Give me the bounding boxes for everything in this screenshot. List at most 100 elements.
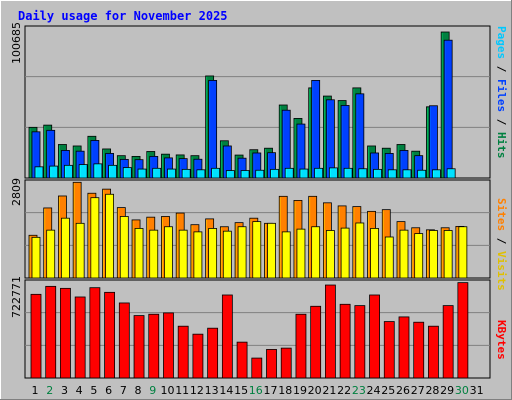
- x-tick-label-6: 6: [105, 384, 112, 397]
- bar-sites-day-29: [443, 230, 453, 279]
- bar-pages-day-6: [108, 164, 117, 179]
- bar-kbytes-day-2: [45, 285, 57, 379]
- x-tick-label-29: 29: [440, 384, 454, 397]
- hits-panel: [24, 25, 491, 179]
- bar-kbytes-day-25: [383, 321, 395, 379]
- bar-pages-day-4: [78, 164, 88, 179]
- bar-sites-day-13: [208, 228, 218, 279]
- bar-pages-day-20: [314, 167, 324, 179]
- bar-sites-day-2: [46, 229, 56, 279]
- bar-pages-day-24: [373, 168, 382, 179]
- legend-pages: Pages: [495, 26, 508, 59]
- bar-kbytes-day-24: [369, 294, 380, 379]
- bar-kbytes-day-11: [177, 325, 189, 379]
- bar-kbytes-day-10: [163, 312, 174, 379]
- bar-sites-day-23: [355, 222, 365, 279]
- bar-pages-day-16: [255, 169, 265, 179]
- x-tick-label-24: 24: [367, 384, 381, 397]
- x-tick-label-10: 10: [160, 384, 174, 397]
- legend-kbytes: KBytes: [495, 320, 508, 360]
- bar-sites-day-8: [134, 228, 144, 279]
- bar-pages-day-12: [196, 169, 206, 179]
- bar-kbytes-day-27: [413, 321, 425, 379]
- bar-kbytes-day-15: [236, 341, 248, 379]
- bar-pages-day-1: [34, 166, 44, 179]
- x-tick-label-31: 31: [470, 384, 484, 397]
- bar-kbytes-day-5: [89, 287, 101, 379]
- bar-sites-day-14: [222, 230, 232, 279]
- visits-ymax-label: 2809: [10, 178, 23, 206]
- x-tick-label-23: 23: [352, 384, 366, 397]
- x-tick-label-4: 4: [76, 384, 83, 397]
- chart-title: Daily usage for November 2025: [18, 9, 228, 23]
- bar-pages-day-10: [167, 168, 176, 179]
- bar-kbytes-day-20: [310, 305, 322, 379]
- bar-sites-day-15: [237, 226, 247, 279]
- x-tick-label-15: 15: [234, 384, 248, 397]
- bar-pages-day-27: [417, 169, 427, 179]
- bar-pages-day-5: [93, 163, 103, 179]
- bar-pages-day-7: [122, 167, 132, 179]
- bar-pages-day-22: [343, 167, 353, 179]
- x-tick-label-14: 14: [219, 384, 233, 397]
- bar-sites-day-24: [370, 228, 379, 279]
- bar-kbytes-day-21: [324, 284, 336, 379]
- x-tick-label-8: 8: [135, 384, 142, 397]
- bar-kbytes-day-16: [251, 357, 263, 379]
- bar-pages-day-15: [240, 170, 250, 179]
- x-tick-label-22: 22: [337, 384, 351, 397]
- x-tick-label-21: 21: [322, 384, 336, 397]
- bar-kbytes-day-30: [457, 282, 469, 379]
- x-tick-label-13: 13: [205, 384, 219, 397]
- bar-kbytes-day-26: [398, 316, 410, 379]
- x-tick-label-7: 7: [120, 384, 127, 397]
- bar-pages-day-2: [49, 165, 59, 179]
- x-tick-label-5: 5: [90, 384, 97, 397]
- bar-sites-day-3: [61, 217, 70, 279]
- bar-kbytes-day-17: [266, 349, 277, 379]
- bar-sites-day-4: [75, 222, 85, 279]
- kbytes-panel: [24, 279, 491, 379]
- x-tick-label-11: 11: [175, 384, 189, 397]
- bar-pages-day-19: [299, 168, 309, 179]
- bar-sites-day-26: [399, 229, 409, 279]
- bar-pages-day-25: [387, 169, 397, 179]
- x-tick-label-25: 25: [381, 384, 395, 397]
- bar-pages-day-29: [446, 168, 456, 179]
- legend-visits-panel: Sites / Visits: [495, 198, 508, 291]
- bar-sites-day-9: [149, 229, 159, 279]
- bar-kbytes-day-23: [354, 305, 366, 379]
- x-tick-label-2: 2: [46, 384, 53, 397]
- bar-kbytes-day-4: [74, 296, 86, 379]
- bar-sites-day-22: [340, 227, 350, 279]
- x-tick-label-20: 20: [308, 384, 322, 397]
- bar-sites-day-28: [429, 230, 438, 279]
- kbytes-ymax-label: 722771: [10, 276, 23, 318]
- bar-sites-day-18: [281, 231, 291, 279]
- bar-kbytes-day-3: [60, 287, 71, 379]
- x-tick-label-26: 26: [396, 384, 410, 397]
- bar-pages-day-8: [137, 168, 147, 179]
- legend-visits: Visits: [495, 251, 508, 291]
- bar-pages-day-26: [402, 169, 412, 179]
- x-tick-label-12: 12: [190, 384, 204, 397]
- hits-ymax-label: 100685: [10, 22, 23, 64]
- bar-sites-day-17: [267, 222, 276, 279]
- bar-kbytes-day-7: [118, 302, 130, 379]
- x-tick-label-9: 9: [149, 384, 156, 397]
- bar-sites-day-21: [325, 230, 335, 279]
- bar-pages-day-13: [211, 167, 221, 179]
- bar-pages-day-28: [432, 169, 441, 179]
- bar-sites-day-5: [90, 197, 100, 279]
- x-tick-label-16: 16: [249, 384, 263, 397]
- bar-sites-day-19: [296, 228, 306, 279]
- legend-hits: Hits: [495, 132, 508, 159]
- bar-pages-day-9: [152, 167, 162, 179]
- bar-sites-day-10: [164, 226, 173, 279]
- bar-pages-day-21: [328, 167, 338, 179]
- bar-kbytes-day-22: [339, 303, 351, 379]
- bar-kbytes-day-9: [148, 313, 160, 379]
- bar-sites-day-16: [252, 221, 262, 279]
- bar-pages-day-14: [225, 170, 235, 179]
